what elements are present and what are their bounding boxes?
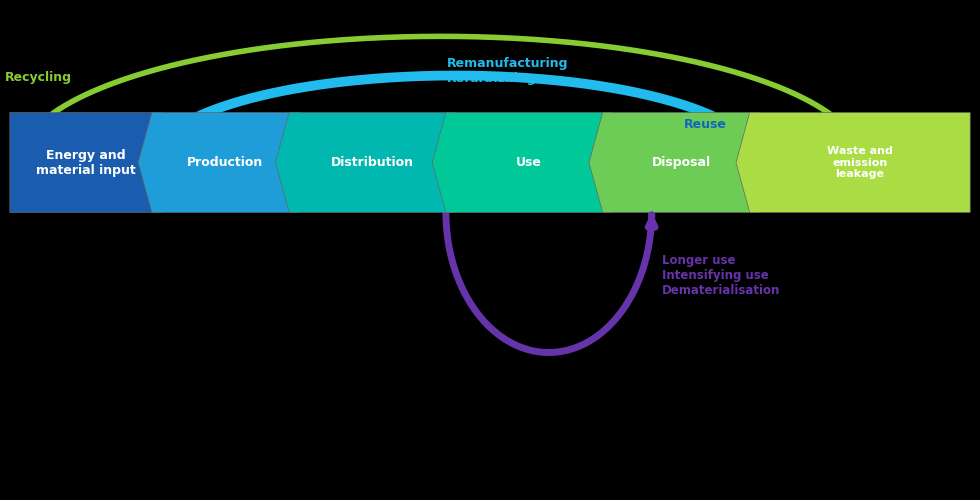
- Text: Disposal: Disposal: [652, 156, 710, 169]
- Polygon shape: [10, 112, 175, 212]
- Polygon shape: [275, 112, 469, 212]
- Text: Production: Production: [187, 156, 264, 169]
- Text: Remanufacturing
Refurbishing: Remanufacturing Refurbishing: [447, 56, 568, 84]
- Text: Longer use
Intensifying use
Dematerialisation: Longer use Intensifying use Dematerialis…: [662, 254, 780, 297]
- Polygon shape: [138, 112, 313, 212]
- Polygon shape: [589, 112, 773, 212]
- Polygon shape: [432, 112, 626, 212]
- Text: Energy and
material input: Energy and material input: [36, 148, 135, 176]
- Text: Waste and
emission
leakage: Waste and emission leakage: [827, 146, 893, 179]
- Text: Recycling: Recycling: [5, 70, 73, 84]
- Text: Distribution: Distribution: [331, 156, 414, 169]
- Polygon shape: [736, 112, 970, 212]
- Text: Use: Use: [516, 156, 542, 169]
- Text: Reuse: Reuse: [684, 118, 726, 131]
